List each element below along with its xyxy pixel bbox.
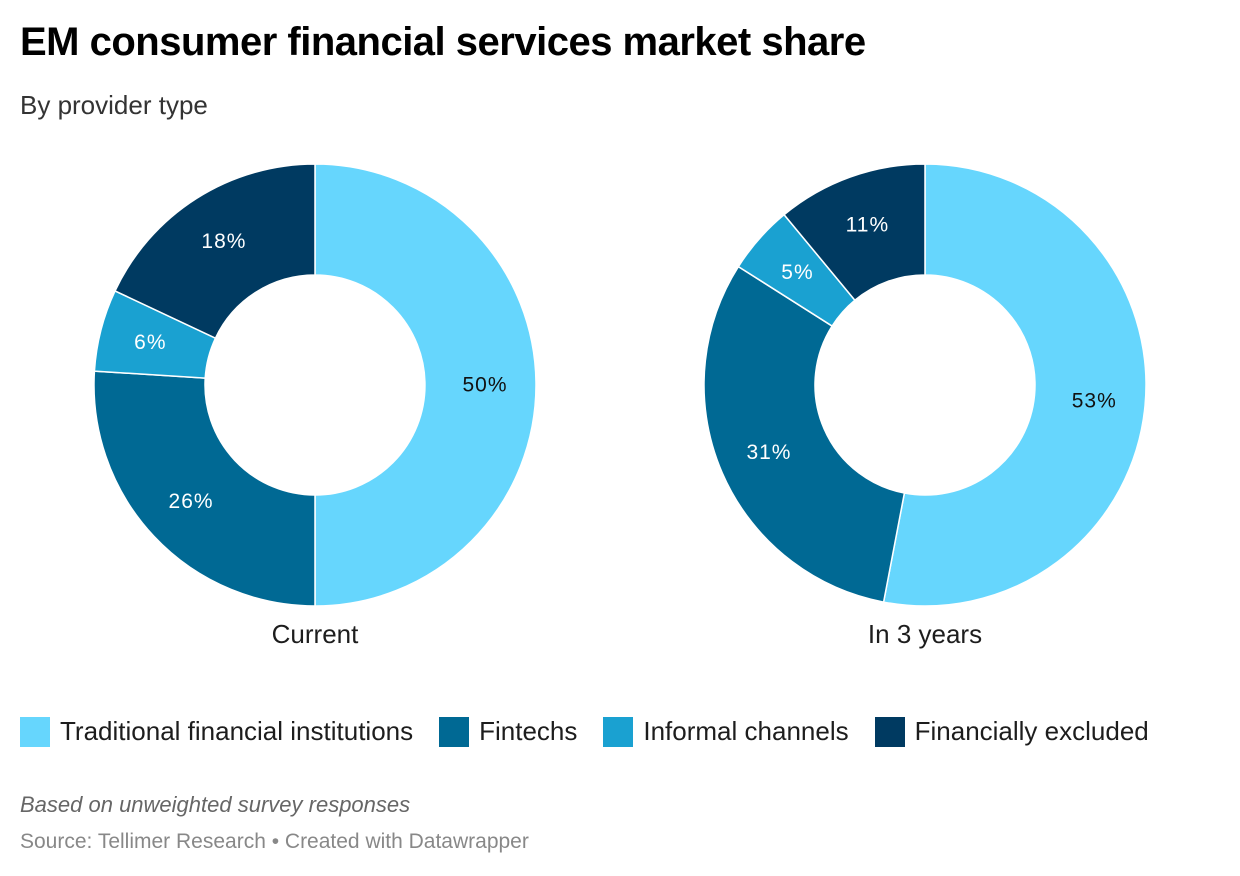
legend-swatch bbox=[439, 716, 470, 747]
legend-label: Fintechs bbox=[479, 716, 578, 746]
legend-swatch bbox=[874, 716, 905, 747]
donut-chart-in-3-years: 53% 31% 5% 11% In 3 years bbox=[703, 163, 1147, 649]
slice-fintechs bbox=[703, 265, 906, 603]
chart-notes: Based on unweighted survey responses bbox=[20, 792, 411, 817]
legend: Traditional financial institutions Finte… bbox=[20, 716, 1149, 747]
chart-caption: Current bbox=[272, 619, 359, 649]
legend-item-excluded: Financially excluded bbox=[874, 716, 1149, 747]
slice-traditional bbox=[882, 163, 1147, 607]
slice-label-excluded: 18% bbox=[201, 230, 246, 253]
slice-excluded bbox=[114, 163, 316, 340]
slice-label-fintechs: 31% bbox=[746, 441, 791, 464]
legend-label: Financially excluded bbox=[914, 716, 1149, 746]
legend-item-informal: Informal channels bbox=[603, 716, 849, 747]
donut-charts: 50% 26% 6% 18% Current 53% 31% 5% 11% In 3 years bbox=[93, 163, 1147, 649]
legend-label: Informal channels bbox=[643, 716, 849, 746]
legend-swatch bbox=[603, 716, 634, 747]
chart-subtitle: By provider type bbox=[20, 90, 208, 120]
chart-source: Source: Tellimer Research • Created with… bbox=[20, 830, 529, 853]
legend-swatch bbox=[20, 716, 50, 747]
slice-traditional bbox=[314, 163, 537, 607]
chart-caption: In 3 years bbox=[868, 619, 982, 649]
slice-label-informal: 6% bbox=[134, 331, 166, 354]
legend-item-traditional: Traditional financial institutions bbox=[20, 716, 413, 747]
slice-fintechs bbox=[93, 370, 316, 607]
donut-chart-current: 50% 26% 6% 18% Current bbox=[93, 163, 537, 649]
legend-item-fintechs: Fintechs bbox=[439, 716, 577, 747]
slice-excluded bbox=[783, 163, 926, 302]
legend-label: Traditional financial institutions bbox=[60, 716, 414, 746]
chart-title: EM consumer financial services market sh… bbox=[20, 20, 866, 64]
slice-label-fintechs: 26% bbox=[169, 490, 214, 513]
slice-label-traditional: 50% bbox=[462, 374, 507, 397]
slice-label-traditional: 53% bbox=[1072, 389, 1117, 412]
slice-label-excluded: 11% bbox=[846, 214, 889, 237]
slice-label-informal: 5% bbox=[781, 261, 813, 284]
